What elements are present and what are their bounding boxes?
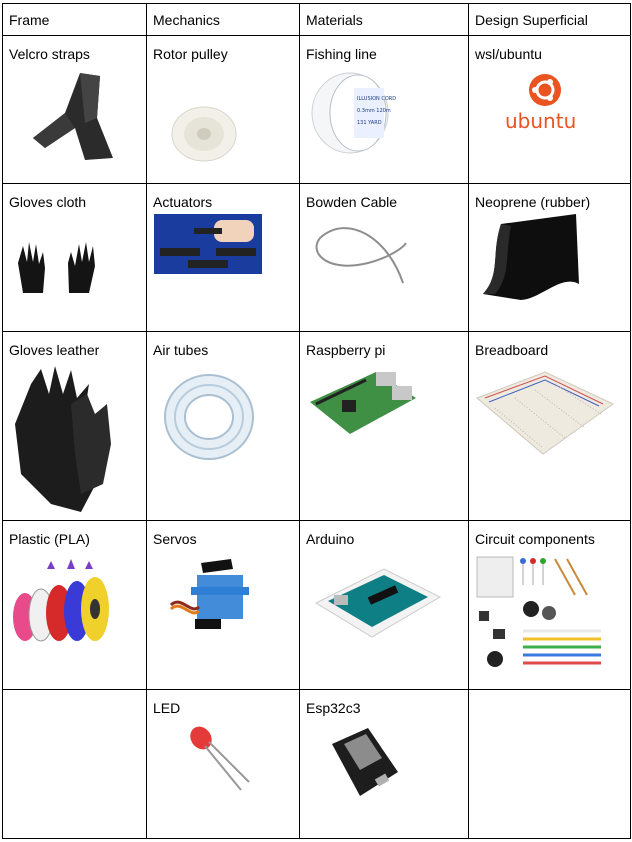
- cell-label: Actuators: [153, 194, 213, 210]
- breadboard-image: [470, 362, 630, 520]
- spool-label-text: 0.3mm 120m: [357, 108, 391, 114]
- table-row: LED Esp32c3: [2, 689, 631, 839]
- cell-label: Servos: [153, 531, 197, 547]
- cell-label: Plastic (PLA): [9, 531, 90, 547]
- cell-label: Esp32c3: [306, 700, 361, 716]
- cell-label: LED: [153, 700, 181, 716]
- esp32c3-image: [301, 720, 468, 838]
- table-cell-empty: [2, 689, 147, 839]
- bowden-cable-image: [301, 214, 468, 331]
- table-cell: wsl/ubuntu ubuntu: [468, 35, 631, 184]
- spool-label-text: 131 YARD: [357, 120, 382, 126]
- cell-label: Circuit components: [475, 531, 595, 547]
- spool-label-text: ILLUSION CORD: [357, 96, 396, 102]
- header-label: Frame: [9, 12, 50, 28]
- velcro-strap-image: [4, 66, 146, 183]
- table-cell: Bowden Cable: [299, 183, 469, 332]
- table-cell: Raspberry pi: [299, 331, 469, 521]
- table-cell: Air tubes: [146, 331, 300, 521]
- cell-label: Air tubes: [153, 342, 209, 358]
- led-image: [148, 720, 299, 838]
- table-cell: Arduino: [299, 520, 469, 690]
- neoprene-sheet-image: [470, 214, 630, 331]
- cell-label: Velcro straps: [9, 46, 90, 62]
- table-cell: Rotor pulley: [146, 35, 300, 184]
- header-label: Materials: [306, 12, 363, 28]
- cell-label: Fishing line: [306, 46, 377, 62]
- table-cell: Velcro straps: [2, 35, 147, 184]
- table-row: Gloves leather Air tubes Raspberry pi: [2, 331, 631, 521]
- servo-image: [148, 551, 299, 689]
- header-label: Mechanics: [153, 12, 220, 28]
- materials-table: Frame Mechanics Materials Design Superfi…: [2, 3, 631, 839]
- ubuntu-logo: ubuntu: [470, 66, 630, 183]
- fishing-line-spool-image: ILLUSION CORD 0.3mm 120m 131 YARD: [301, 66, 468, 183]
- header-cell-design-superficial: Design Superficial: [468, 3, 631, 36]
- cell-label: Rotor pulley: [153, 46, 228, 62]
- table-header-row: Frame Mechanics Materials Design Superfi…: [2, 3, 631, 36]
- circuit-components-image: [470, 551, 630, 689]
- table-cell: Fishing line ILLUSION CORD 0.3mm 120m 13…: [299, 35, 469, 184]
- table-cell: Servos: [146, 520, 300, 690]
- table-cell: LED: [146, 689, 300, 839]
- header-cell-materials: Materials: [299, 3, 469, 36]
- cell-label: Neoprene (rubber): [475, 194, 591, 210]
- cell-label: Gloves cloth: [9, 194, 87, 210]
- rotor-pulley-image: [148, 66, 299, 183]
- ubuntu-wordmark: ubuntu: [505, 109, 576, 133]
- table-cell: Breadboard: [468, 331, 631, 521]
- cell-label: Arduino: [306, 531, 355, 547]
- table-cell: Actuators: [146, 183, 300, 332]
- table-cell-empty: [468, 689, 631, 839]
- table-cell: Gloves leather: [2, 331, 147, 521]
- air-tubes-image: [148, 362, 299, 520]
- leather-gloves-image: [4, 362, 146, 520]
- header-label: Design Superficial: [475, 12, 588, 28]
- arduino-image: [301, 551, 468, 689]
- actuators-image: [148, 214, 299, 331]
- table-cell: Circuit components: [468, 520, 631, 690]
- cell-label: wsl/ubuntu: [475, 46, 542, 62]
- table-cell: Esp32c3: [299, 689, 469, 839]
- table-cell: Gloves cloth: [2, 183, 147, 332]
- table-cell: Neoprene (rubber): [468, 183, 631, 332]
- table-row: Velcro straps Rotor pulley Fishing lin: [2, 35, 631, 184]
- cell-label: Bowden Cable: [306, 194, 398, 210]
- header-cell-mechanics: Mechanics: [146, 3, 300, 36]
- cloth-gloves-image: [4, 214, 146, 331]
- table-row: Plastic (PLA) Servos: [2, 520, 631, 690]
- table-row: Gloves cloth Actuators: [2, 183, 631, 332]
- pla-filament-image: [4, 551, 146, 689]
- cell-label: Raspberry pi: [306, 342, 386, 358]
- raspberry-pi-image: [301, 362, 468, 520]
- table-cell: Plastic (PLA): [2, 520, 147, 690]
- cell-label: Breadboard: [475, 342, 549, 358]
- cell-label: Gloves leather: [9, 342, 100, 358]
- header-cell-frame: Frame: [2, 3, 147, 36]
